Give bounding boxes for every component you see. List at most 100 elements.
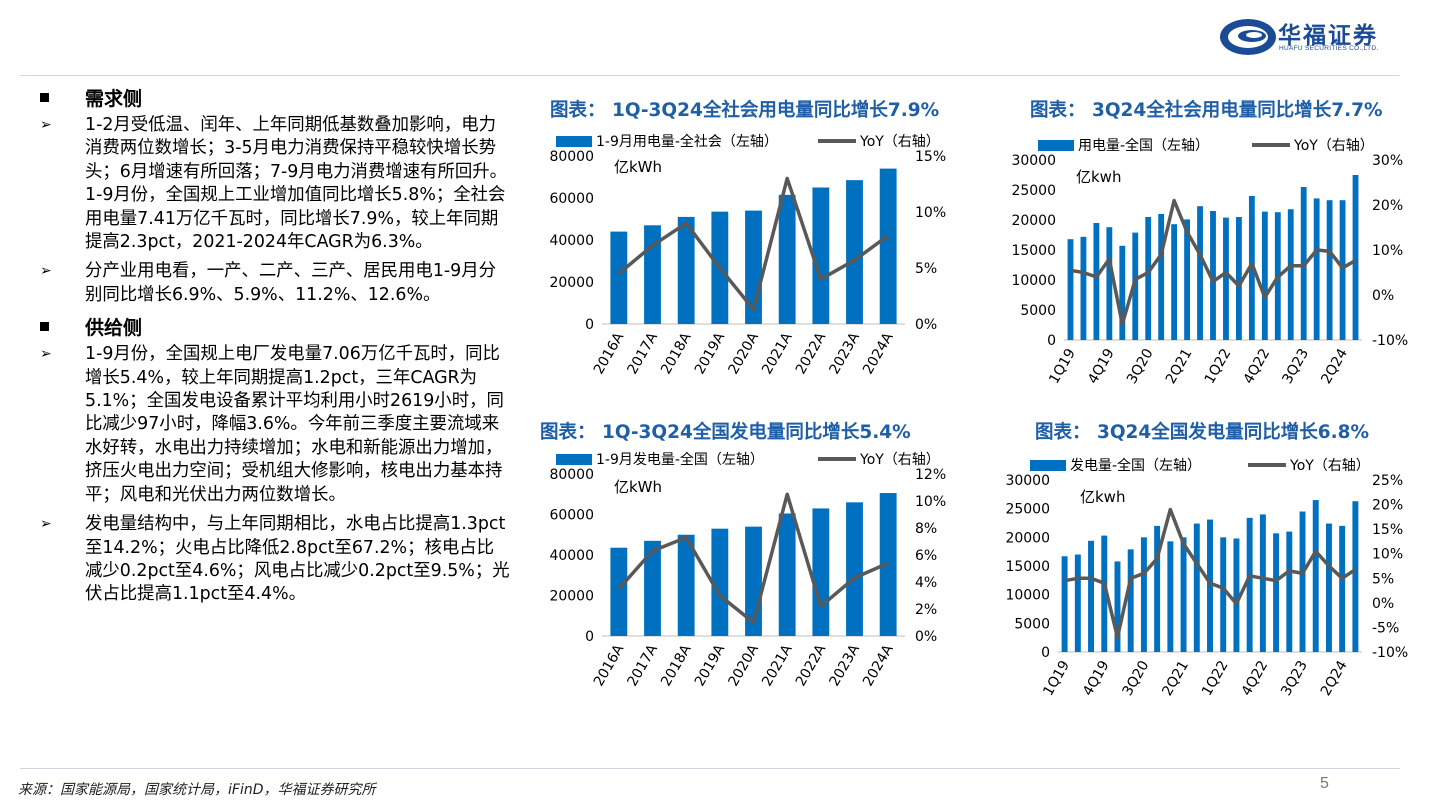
x-tick-label: 1Q19: [1040, 658, 1073, 699]
bar: [812, 187, 830, 324]
bar: [846, 502, 863, 636]
bar: [778, 194, 796, 324]
y-tick-left: 30000: [1005, 473, 1050, 489]
bar: [1273, 533, 1280, 652]
bar: [1233, 538, 1240, 652]
y-tick-right: 5%: [915, 261, 937, 277]
arrow-bullet-icon: ➢: [40, 516, 52, 533]
bar: [1220, 537, 1227, 652]
x-tick-label: 2018A: [658, 642, 695, 690]
footer-divider: [20, 768, 1400, 769]
y-tick-left: 0: [585, 317, 594, 333]
y-tick-left: 30000: [1011, 153, 1056, 169]
y-tick-right: 2%: [915, 602, 937, 618]
yoy-line: [617, 492, 889, 625]
bar: [644, 540, 661, 636]
x-tick-label: 2016A: [591, 330, 628, 378]
chart-title-quarterly-generation: 图表： 3Q24全国发电量同比增长6.8%: [1035, 422, 1370, 443]
bar: [778, 513, 796, 636]
y-tick-left: 0: [585, 629, 594, 645]
x-tick-label: 2020A: [725, 642, 762, 690]
bar: [1119, 245, 1126, 340]
bar: [1101, 535, 1108, 652]
y-tick-left: 5000: [1020, 303, 1056, 319]
y-tick-right: 10%: [915, 205, 946, 221]
bar: [711, 528, 729, 636]
x-tick-label: 2017A: [624, 330, 661, 378]
bar: [1235, 217, 1242, 340]
y-tick-right: 0%: [1372, 288, 1394, 304]
y-tick-right: 6%: [915, 548, 937, 564]
x-tick-label: 2022A: [793, 642, 830, 690]
bar: [1180, 537, 1187, 652]
source-note: 来源：国家能源局，国家统计局，iFinD，华福证券研究所: [18, 782, 376, 798]
arrow-bullet-icon: ➢: [40, 346, 52, 363]
bar: [1067, 239, 1074, 340]
bar: [1325, 523, 1332, 652]
y-tick-left: 25000: [1005, 502, 1050, 518]
bullet-text: 发电量结构中，与上年同期相比，水电占比提高1.3pct至14.2%；火电占比降低…: [85, 514, 510, 605]
y-tick-right: 15%: [1372, 522, 1403, 538]
legend-bar-swatch: [556, 136, 592, 147]
section-heading-demand: 需求侧: [40, 84, 510, 114]
x-tick-label: 2024A: [860, 330, 897, 378]
y-tick-left: 40000: [549, 233, 594, 249]
x-tick-label: 2016A: [591, 642, 628, 690]
x-tick-label: 4Q22: [1241, 346, 1274, 387]
unit-label: 亿kwh: [1080, 488, 1125, 506]
y-tick-left: 80000: [549, 467, 594, 483]
x-tick-label: 2019A: [692, 642, 729, 690]
x-tick-label: 2023A: [826, 330, 863, 378]
text-column: 需求侧 ➢ 1-2月受低温、闰年、上年同期低基数叠加影响，电力消费两位数增长；3…: [40, 84, 510, 613]
bar: [846, 180, 863, 324]
x-tick-label: 3Q23: [1278, 658, 1311, 699]
yoy-line: [1070, 198, 1357, 327]
bar: [1326, 200, 1333, 340]
y-tick-left: 25000: [1011, 183, 1056, 199]
y-tick-left: 0: [1047, 333, 1056, 349]
bar: [1352, 175, 1359, 340]
bullet-text: 分产业用电看，一产、二产、三产、居民用电1-9月分别同比增长6.9%、5.9%、…: [85, 261, 497, 305]
legend-bar-label: 发电量-全国（左轴）: [1070, 457, 1201, 474]
legend-bar-label: 用电量-全国（左轴）: [1078, 137, 1209, 154]
x-tick-label: 2017A: [624, 642, 661, 690]
x-tick-label: 2021A: [759, 642, 796, 690]
page-number: 5: [1320, 775, 1329, 792]
bar: [610, 547, 628, 636]
bar: [1132, 232, 1139, 340]
chart-title-annual-generation: 图表： 1Q-3Q24全国发电量同比增长5.4%: [540, 422, 911, 443]
bar: [1114, 561, 1121, 652]
bullet-item: ➢ 发电量结构中，与上年同期相比，水电占比提高1.3pct至14.2%；火电占比…: [40, 513, 510, 607]
y-tick-right: 10%: [1372, 547, 1403, 563]
bullet-item: ➢ 1-9月份，全国规上电厂发电量7.06万亿千瓦时，同比增长5.4%，较上年同…: [40, 343, 510, 507]
unit-label: 亿kWh: [614, 158, 662, 176]
y-tick-left: 15000: [1011, 243, 1056, 259]
y-tick-left: 20000: [1005, 530, 1050, 546]
y-tick-left: 20000: [1011, 213, 1056, 229]
y-tick-right: 12%: [915, 467, 946, 483]
legend-bar-swatch: [1030, 460, 1066, 471]
y-tick-right: -10%: [1372, 333, 1408, 349]
x-tick-label: 3Q20: [1124, 346, 1157, 387]
bar: [1127, 549, 1134, 652]
bar: [1312, 500, 1319, 652]
yoy-line: [1064, 507, 1357, 640]
y-tick-right: 20%: [1372, 198, 1403, 214]
bar: [1352, 501, 1359, 652]
x-tick-label: 2019A: [692, 330, 729, 378]
bullet-text: 1-2月受低温、闰年、上年同期低基数叠加影响，电力消费两位数增长；3-5月电力消…: [85, 115, 508, 253]
bar: [1287, 209, 1294, 340]
y-tick-right: 8%: [915, 521, 937, 537]
chart-quarterly-consumption: 用电量-全国（左轴） YoY（右轴） 0 5000 10000 15000 20000 250…: [1011, 137, 1408, 387]
bar: [1154, 525, 1161, 652]
legend-line-label: YoY（右轴）: [859, 134, 940, 150]
chart-annual-generation: 1-9月发电量-全国（左轴） YoY（右轴） 0 20000 40000 60000 800…: [549, 451, 946, 690]
x-tick-label: 4Q19: [1085, 346, 1118, 387]
y-tick-left: 15000: [1005, 559, 1050, 575]
y-tick-right: -5%: [1372, 620, 1399, 636]
y-tick-left: 60000: [549, 191, 594, 207]
section-title: 供给侧: [85, 317, 143, 340]
yoy-line: [617, 176, 890, 312]
y-tick-left: 10000: [1011, 273, 1056, 289]
legend-bar-label: 1-9月用电量-全社会（左轴）: [596, 133, 778, 150]
